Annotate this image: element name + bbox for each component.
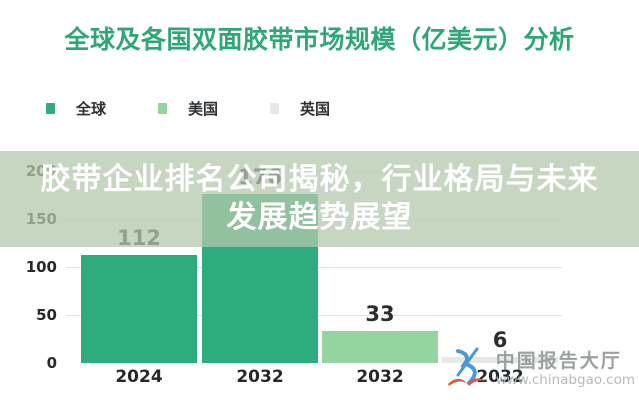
y-axis-tick-50: 50 [36,306,57,324]
y-axis-tick-0: 0 [46,354,57,372]
x-axis-label: 2032 [356,367,404,387]
x-axis-label: 2024 [115,367,163,387]
bar-rect-uk-2032 [442,357,558,363]
x-axis-label: 2032 [476,367,524,387]
headline-banner: 胶带企业排名公司揭秘，行业格局与未来 发展趋势展望 [0,151,639,247]
headline-line-2: 发展趋势展望 [226,200,413,235]
bar-value-label: 33 [365,302,395,326]
watermark-text: 中国报告大厅 www.chinabgao.com [496,350,635,388]
legend-item-uk: 英国 [270,98,330,119]
legend-swatch-uk [270,103,280,114]
bar-group-usa-2032: 33 2032 [322,0,438,400]
chart-title: 全球及各国双面胶带市场规模（亿美元）分析 [64,25,575,54]
legend-item-usa: 美国 [158,98,218,119]
bar-group-uk-2032: 6 2032 [442,0,558,400]
watermark: 中国报告大厅 www.chinabgao.com [446,346,635,392]
bar-rect-global-2024 [81,255,197,363]
headline-line-1: 胶带企业排名公司揭秘，行业格局与未来 [40,162,599,197]
y-axis-tick-100: 100 [25,258,57,276]
x-axis-label: 2032 [236,367,284,387]
chart-legend: 全球 美国 英国 [46,98,330,119]
chinabgao-logo-icon [447,347,486,386]
legend-swatch-global [46,103,55,114]
bar-value-label: 6 [492,328,508,352]
legend-label-global: 全球 [76,100,107,118]
legend-swatch-usa [158,103,168,114]
bar-rect-usa-2032 [322,331,438,363]
watermark-site-url: www.chinabgao.com [495,372,635,388]
watermark-site-name: 中国报告大厅 [495,350,622,372]
legend-label-uk: 英国 [300,100,331,118]
legend-item-global: 全球 [46,98,106,119]
legend-label-usa: 美国 [188,100,219,118]
